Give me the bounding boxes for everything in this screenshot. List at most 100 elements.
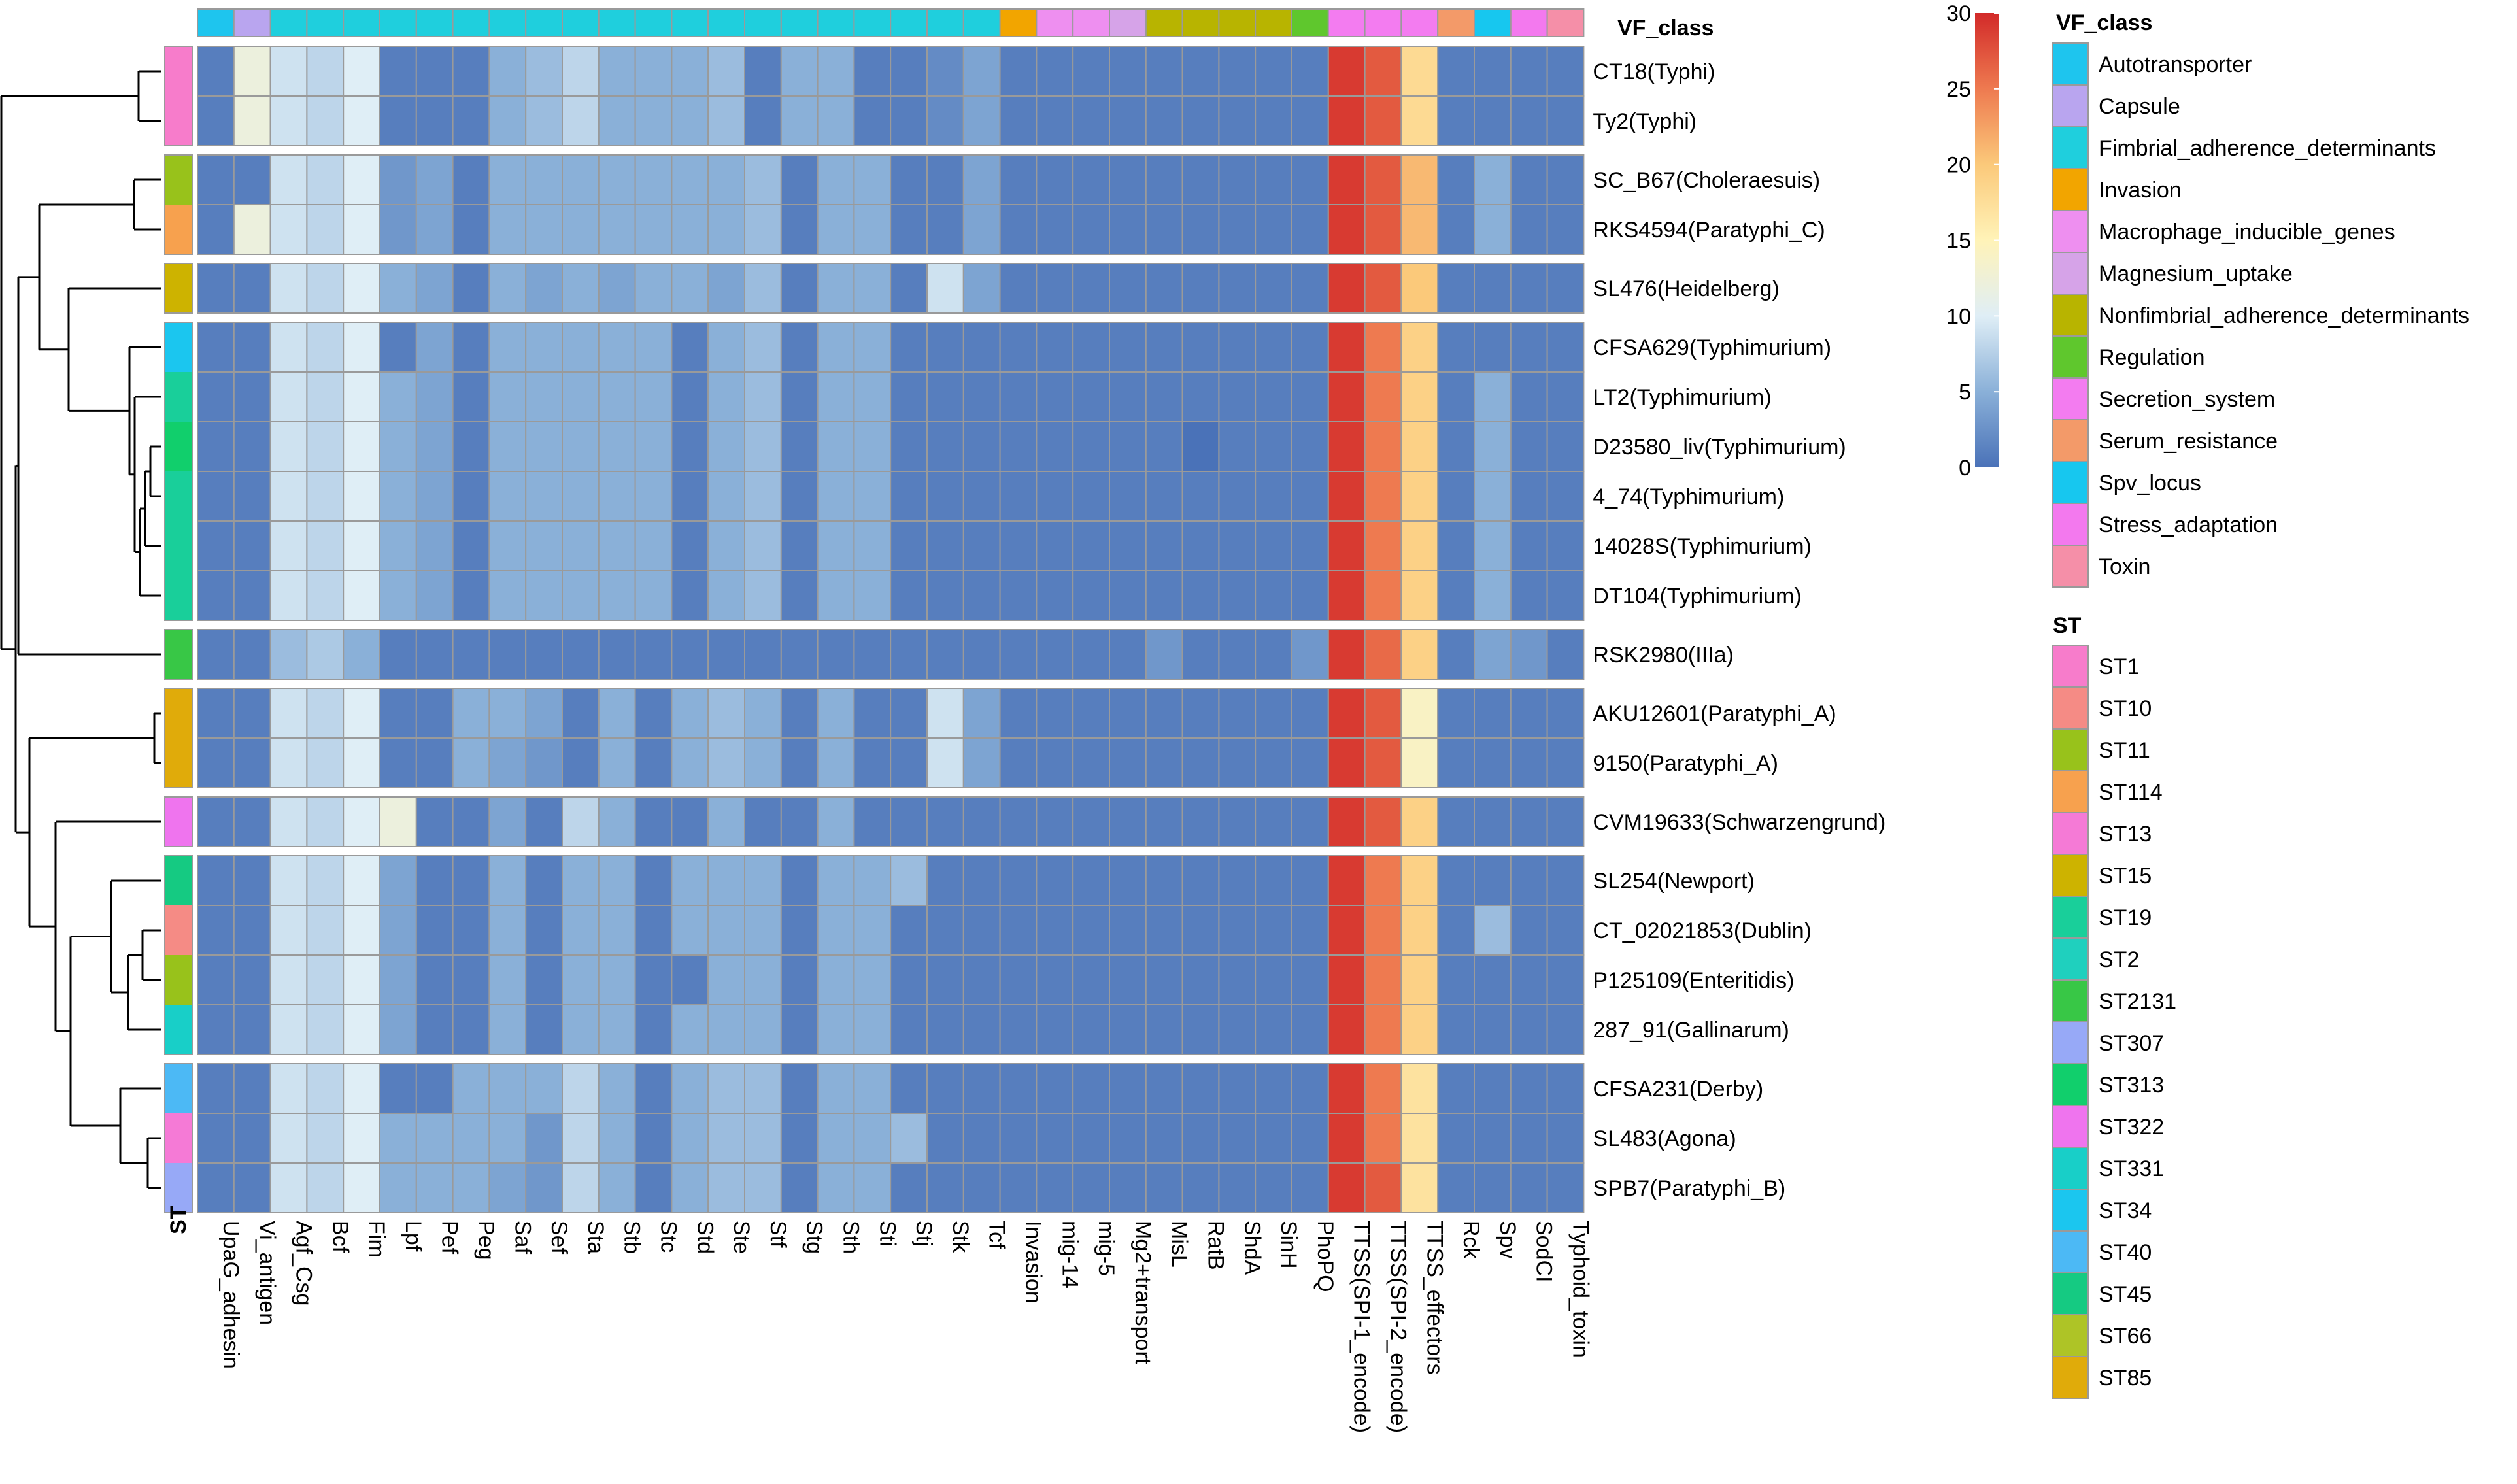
st-group-border bbox=[164, 1063, 193, 1213]
heatmap-cell bbox=[343, 905, 381, 956]
row-label: LT2(Typhimurium) bbox=[1593, 385, 1771, 410]
heatmap-cell bbox=[306, 954, 345, 1005]
heatmap-cell bbox=[1400, 1063, 1439, 1114]
heatmap-cell bbox=[1291, 796, 1329, 847]
heatmap-cell bbox=[707, 1063, 745, 1114]
heatmap-cell bbox=[1145, 1162, 1183, 1213]
heatmap-cell bbox=[1036, 1162, 1074, 1213]
heatmap-cell bbox=[525, 1004, 564, 1055]
heatmap-cell bbox=[780, 263, 819, 314]
heatmap-cell bbox=[343, 46, 381, 97]
heatmap-cell bbox=[562, 1113, 600, 1164]
heatmap-cell bbox=[488, 95, 527, 146]
heatmap-cell bbox=[999, 688, 1038, 739]
heatmap-cell bbox=[269, 1004, 308, 1055]
heatmap-cell bbox=[233, 954, 271, 1005]
vf-class-cell bbox=[999, 8, 1038, 37]
heatmap-cell bbox=[1218, 421, 1257, 472]
heatmap-cell bbox=[379, 629, 417, 680]
heatmap-cell bbox=[926, 1063, 964, 1114]
heatmap-cell bbox=[1218, 1063, 1257, 1114]
heatmap-cell bbox=[853, 1162, 892, 1213]
heatmap-cell bbox=[817, 154, 855, 205]
heatmap-cell bbox=[744, 154, 782, 205]
heatmap-cell bbox=[1327, 1162, 1366, 1213]
heatmap-cell bbox=[562, 371, 600, 422]
heatmap-cell bbox=[1072, 154, 1110, 205]
heatmap-cell bbox=[598, 905, 636, 956]
heatmap-cell bbox=[598, 421, 636, 472]
heatmap-cell bbox=[598, 520, 636, 571]
heatmap-cell bbox=[1291, 371, 1329, 422]
heatmap-cell bbox=[744, 520, 782, 571]
st-annotation-cell bbox=[165, 955, 192, 1005]
heatmap-cell bbox=[780, 204, 819, 255]
heatmap-cell bbox=[598, 1162, 636, 1213]
color-scale-tick-label: 25 bbox=[1946, 77, 1971, 102]
heatmap-cell bbox=[671, 154, 709, 205]
heatmap-cell bbox=[634, 421, 673, 472]
heatmap-cell bbox=[817, 570, 855, 621]
st-annotation-cell bbox=[165, 571, 192, 620]
vf-class-cell bbox=[1437, 8, 1475, 37]
color-scale-tick-label: 10 bbox=[1946, 304, 1971, 329]
heatmap-cell bbox=[1437, 1063, 1475, 1114]
heatmap-cell bbox=[817, 263, 855, 314]
heatmap-cell bbox=[962, 1113, 1001, 1164]
heatmap-cell bbox=[999, 954, 1038, 1005]
heatmap-cell bbox=[269, 322, 308, 373]
heatmap-cell bbox=[488, 855, 527, 906]
heatmap-cell bbox=[1510, 954, 1548, 1005]
heatmap-cell bbox=[671, 1063, 709, 1114]
heatmap-cell bbox=[999, 905, 1038, 956]
vf-class-cell bbox=[598, 8, 636, 37]
heatmap-cell bbox=[1072, 263, 1110, 314]
st-annotation-cell bbox=[165, 471, 192, 521]
heatmap-cell bbox=[1036, 954, 1074, 1005]
heatmap-cell bbox=[488, 263, 527, 314]
row-label: CFSA231(Derby) bbox=[1593, 1077, 1763, 1102]
heatmap-cell bbox=[890, 1004, 928, 1055]
st-legend-label: ST19 bbox=[2099, 905, 2152, 930]
heatmap-cell bbox=[1145, 905, 1183, 956]
heatmap-cell bbox=[269, 570, 308, 621]
heatmap-cell bbox=[1510, 154, 1548, 205]
vf-class-legend-swatch bbox=[2052, 210, 2089, 253]
heatmap-cell bbox=[306, 629, 345, 680]
heatmap-cell bbox=[1291, 322, 1329, 373]
heatmap-cell bbox=[1364, 322, 1402, 373]
column-label: SodCI bbox=[1532, 1221, 1557, 1283]
vf-class-legend-swatch bbox=[2052, 419, 2089, 462]
heatmap-cell bbox=[1546, 263, 1585, 314]
heatmap-cell bbox=[1255, 954, 1292, 1005]
heatmap-cell bbox=[1400, 371, 1439, 422]
heatmap-cell bbox=[1546, 570, 1585, 621]
heatmap-cell bbox=[415, 154, 454, 205]
heatmap-cell bbox=[1255, 520, 1292, 571]
heatmap-cell bbox=[1327, 154, 1366, 205]
heatmap-cell bbox=[1437, 796, 1475, 847]
heatmap-cell bbox=[343, 796, 381, 847]
heatmap-cell bbox=[1364, 1162, 1402, 1213]
heatmap-cell bbox=[1036, 371, 1074, 422]
heatmap-cell bbox=[1474, 322, 1512, 373]
heatmap-cell bbox=[853, 471, 892, 522]
heatmap-cell bbox=[1364, 95, 1402, 146]
heatmap-cell bbox=[853, 154, 892, 205]
heatmap-cell bbox=[197, 322, 235, 373]
heatmap-cell bbox=[1036, 629, 1074, 680]
heatmap-cell bbox=[1181, 322, 1220, 373]
column-label: mig-14 bbox=[1057, 1221, 1082, 1289]
row-label: SL483(Agona) bbox=[1593, 1126, 1736, 1151]
heatmap-cell bbox=[744, 954, 782, 1005]
st-legend-swatch bbox=[2052, 686, 2089, 730]
heatmap-cell bbox=[233, 905, 271, 956]
heatmap-cell bbox=[562, 263, 600, 314]
heatmap-cell bbox=[999, 629, 1038, 680]
heatmap-cell bbox=[488, 688, 527, 739]
heatmap-cell bbox=[962, 46, 1001, 97]
heatmap-cell bbox=[415, 322, 454, 373]
heatmap-cell bbox=[853, 520, 892, 571]
heatmap-cell bbox=[1364, 954, 1402, 1005]
st-annotation-cell bbox=[165, 688, 192, 738]
